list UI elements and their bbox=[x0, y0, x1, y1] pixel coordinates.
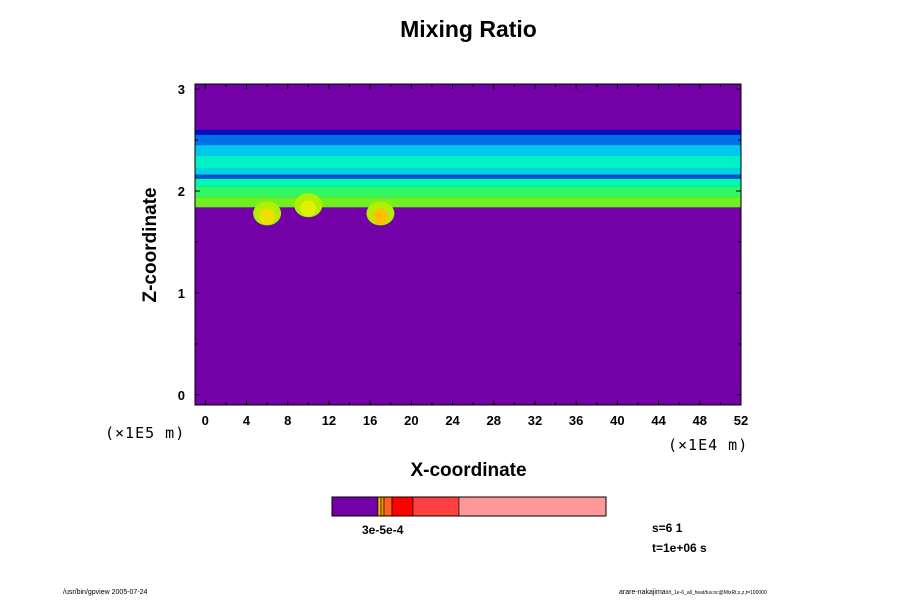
colorbar-segment-0 bbox=[331, 496, 379, 517]
info-t: t=1e+06 s bbox=[652, 541, 707, 555]
plume-core-1 bbox=[300, 200, 317, 217]
x-axis-unit: (×1E4 m) bbox=[668, 436, 749, 454]
colorbar-segment-4 bbox=[391, 496, 414, 517]
y-axis-unit: (×1E5 m) bbox=[105, 424, 186, 442]
colorbar-label: 3e-5e-4 bbox=[362, 523, 404, 537]
info-s: s=6 1 bbox=[652, 521, 683, 535]
field-band-7 bbox=[195, 186, 741, 198]
chart-title: Mixing Ratio bbox=[400, 16, 537, 42]
x-tick-label: 0 bbox=[202, 413, 209, 428]
x-axis-label: X-coordinate bbox=[410, 460, 527, 481]
field-band-0 bbox=[195, 129, 741, 135]
field-band-4 bbox=[195, 168, 741, 175]
field-band-2 bbox=[195, 145, 741, 156]
footer-right-main: arare-nakajima bbox=[619, 589, 666, 596]
plume-core-0 bbox=[259, 208, 276, 225]
colorbar-segment-2 bbox=[380, 496, 385, 517]
field-band-8 bbox=[195, 197, 741, 208]
x-tick-label: 16 bbox=[363, 413, 377, 428]
footer-right: arare-nakajima/t/t_1e-6_all_heat/tuv.nc@… bbox=[619, 589, 767, 596]
y-tick-label: 2 bbox=[178, 184, 185, 199]
colorbar-segment-1 bbox=[377, 496, 382, 517]
field-band-3 bbox=[195, 155, 741, 169]
colorbar-frame bbox=[331, 496, 607, 517]
x-tick-label: 40 bbox=[610, 413, 624, 428]
colorbar-segment-5 bbox=[412, 496, 460, 517]
x-tick-label: 28 bbox=[487, 413, 501, 428]
y-tick-label: 0 bbox=[178, 388, 185, 403]
y-axis-label: Z-coordinate bbox=[140, 187, 161, 303]
plot-frame bbox=[194, 83, 742, 406]
field-band-5 bbox=[195, 174, 741, 179]
field-band-6 bbox=[195, 178, 741, 187]
field-band-1 bbox=[195, 134, 741, 146]
x-tick-label: 8 bbox=[284, 413, 291, 428]
x-tick-label: 48 bbox=[693, 413, 707, 428]
footer-left: /usr/bin/gpview 2005-07-24 bbox=[63, 589, 148, 596]
x-tick-label: 4 bbox=[243, 413, 251, 428]
x-tick-label: 32 bbox=[528, 413, 542, 428]
y-tick-label: 3 bbox=[178, 82, 185, 97]
x-tick-label: 20 bbox=[404, 413, 418, 428]
plume-core-2 bbox=[372, 208, 389, 225]
colorbar-segment-6 bbox=[458, 496, 607, 517]
y-tick-label: 1 bbox=[178, 286, 185, 301]
footer-right-small: /t/t_1e-6_all_heat/tuv.nc@MixRt,x,z,t=10… bbox=[665, 590, 767, 596]
x-tick-label: 44 bbox=[651, 413, 666, 428]
x-tick-label: 24 bbox=[445, 413, 460, 428]
colorbar-segment-3 bbox=[383, 496, 393, 517]
x-tick-label: 12 bbox=[322, 413, 336, 428]
x-tick-label: 36 bbox=[569, 413, 583, 428]
x-tick-label: 52 bbox=[734, 413, 748, 428]
